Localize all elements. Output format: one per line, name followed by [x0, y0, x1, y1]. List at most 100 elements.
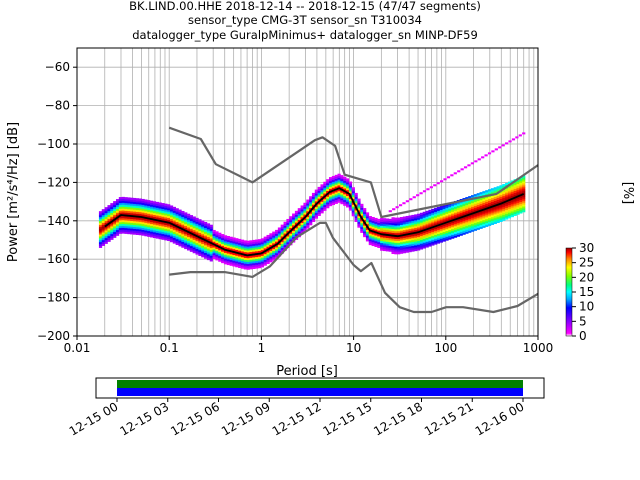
- heatmap-cell: [118, 198, 123, 202]
- heatmap-cell: [462, 219, 466, 222]
- heatmap-cell: [98, 239, 103, 243]
- heatmap-cell: [371, 216, 375, 220]
- heatmap-cell: [473, 201, 478, 204]
- heatmap-cell: [453, 220, 458, 223]
- heatmap-cell: [229, 255, 233, 259]
- heatmap-cell: [306, 226, 310, 229]
- heatmap-cell: [346, 203, 350, 206]
- heatmap-cell: [101, 234, 105, 237]
- heatmap-cell: [269, 244, 273, 247]
- heatmap-cell: [493, 189, 497, 192]
- heatmap-cell: [445, 223, 449, 226]
- heatmap-cell: [513, 206, 517, 209]
- heatmap-cell: [232, 258, 236, 261]
- heatmap-cell: [419, 222, 424, 225]
- heatmap-cell: [377, 228, 381, 231]
- heatmap-cell: [439, 230, 443, 234]
- heatmap-cell: [479, 205, 483, 208]
- heatmap-cell: [221, 255, 225, 258]
- heatmap-cell: [306, 218, 310, 221]
- heatmap-cell: [104, 209, 108, 212]
- heatmap-cell: [124, 200, 128, 204]
- heatmap-cell: [144, 230, 148, 233]
- heatmap-cell: [394, 252, 398, 255]
- heatmap-cell: [436, 237, 441, 240]
- heatmap-cell: [158, 206, 162, 209]
- heatmap-cell: [167, 233, 171, 236]
- heatmap-cell: [476, 214, 480, 217]
- heatmap-cell: [453, 208, 458, 211]
- heatmap-cell: [121, 217, 125, 221]
- heatmap-cell: [485, 197, 489, 201]
- heatmap-cell: [181, 241, 185, 244]
- heatmap-cell: [275, 241, 279, 244]
- heatmap-cell: [470, 210, 475, 213]
- heatmap-cell: [317, 186, 321, 190]
- heatmap-cell: [499, 215, 503, 219]
- heatmap-cell: [453, 216, 458, 219]
- heatmap-cell: [257, 242, 262, 246]
- heatmap-cell: [314, 214, 318, 217]
- heatmap-cell: [164, 222, 168, 226]
- heatmap-cell: [311, 198, 316, 201]
- heatmap-cell: [138, 206, 142, 209]
- heatmap-cell: [311, 208, 316, 211]
- heatmap-cell: [178, 228, 182, 231]
- heatmap-cell: [382, 221, 387, 225]
- heatmap-cell: [192, 237, 196, 240]
- heatmap-cell: [462, 221, 466, 224]
- heatmap-cell: [340, 175, 344, 178]
- heatmap-cell: [172, 206, 176, 210]
- heatmap-cell: [309, 217, 313, 220]
- heatmap-cell: [448, 227, 452, 231]
- heatmap-cell: [448, 222, 452, 225]
- heatmap-cell: [522, 194, 526, 197]
- heatmap-cell: [442, 239, 446, 242]
- heatmap-cell: [391, 228, 395, 231]
- heatmap-cell: [522, 204, 526, 207]
- heatmap-cell: [374, 229, 378, 232]
- heatmap-cell: [178, 213, 182, 216]
- heatmap-cell: [414, 223, 418, 227]
- heatmap-cell: [311, 210, 316, 213]
- heatmap-cell: [433, 184, 437, 187]
- heatmap-cell: [479, 226, 483, 229]
- heatmap-cell: [124, 216, 128, 219]
- heatmap-cell: [226, 260, 230, 264]
- heatmap-cell: [334, 184, 338, 187]
- heatmap-cell: [519, 192, 523, 195]
- heatmap-cell: [189, 230, 194, 233]
- heatmap-cell: [360, 224, 364, 228]
- heatmap-cell: [470, 218, 475, 221]
- heatmap-cell: [368, 227, 372, 230]
- heatmap-cell: [212, 245, 216, 248]
- heatmap-cell: [198, 253, 202, 256]
- heatmap-cell: [388, 220, 392, 223]
- heatmap-cell: [510, 184, 514, 187]
- heatmap-cell: [508, 140, 512, 143]
- heatmap-cell: [223, 244, 228, 248]
- heatmap-cell: [118, 197, 123, 200]
- heatmap-cell: [434, 217, 438, 220]
- heatmap-cell: [448, 235, 452, 238]
- heatmap-cell: [348, 181, 353, 184]
- heatmap-cell: [141, 227, 145, 230]
- heatmap-cell: [260, 265, 265, 268]
- heatmap-cell: [374, 223, 378, 226]
- heatmap-cell: [382, 235, 387, 238]
- heatmap-cell: [399, 226, 404, 229]
- heatmap-cell: [323, 202, 327, 206]
- heatmap-cell: [175, 238, 179, 242]
- heatmap-cell: [363, 217, 367, 220]
- heatmap-cell: [118, 200, 123, 204]
- heatmap-cell: [306, 207, 310, 210]
- heatmap-cell: [453, 233, 458, 236]
- heatmap-cell: [391, 249, 395, 253]
- heatmap-cell: [479, 215, 483, 218]
- heatmap-cell: [408, 221, 412, 224]
- heatmap-cell: [482, 223, 486, 226]
- heatmap-cell: [399, 224, 404, 227]
- heatmap-cell: [488, 198, 492, 201]
- heatmap-cell: [442, 237, 446, 240]
- heatmap-cell: [476, 223, 480, 227]
